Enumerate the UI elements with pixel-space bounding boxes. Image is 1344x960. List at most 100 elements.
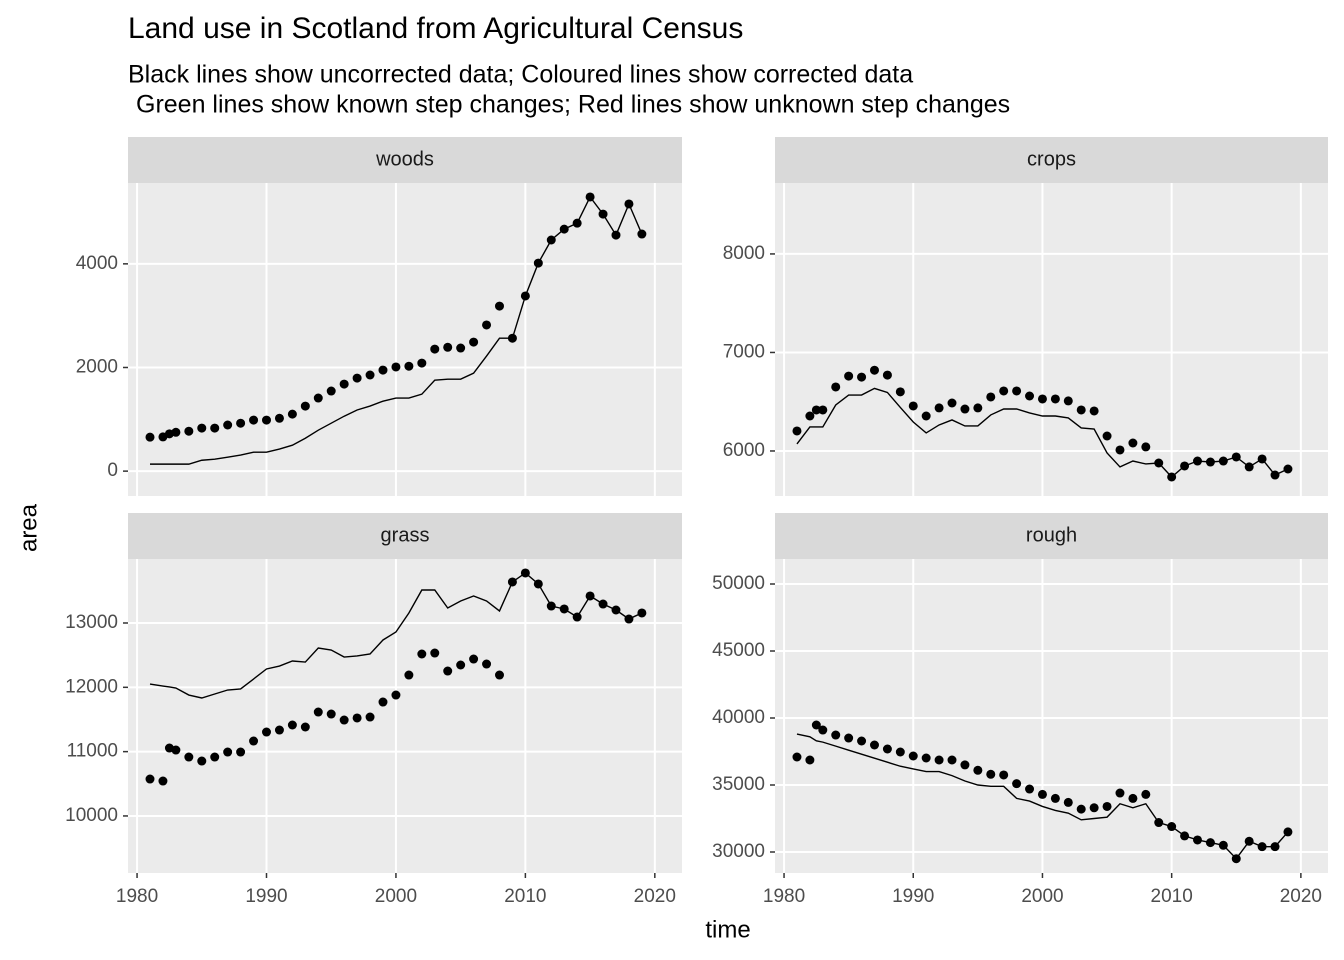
point	[494, 670, 504, 680]
y-tick-label: 4000	[76, 253, 118, 274]
point	[895, 387, 905, 397]
strip	[775, 513, 1328, 559]
point	[352, 373, 362, 383]
point	[223, 420, 233, 430]
point	[365, 370, 375, 380]
point	[895, 747, 905, 757]
point	[171, 745, 181, 755]
point	[482, 659, 492, 669]
point	[857, 736, 867, 746]
panel	[775, 183, 1328, 496]
y-tick-label: 35000	[712, 774, 765, 795]
x-tick-label: 2000	[375, 886, 417, 907]
x-tick-label: 2000	[1021, 886, 1063, 907]
point	[262, 415, 271, 425]
y-tick-label: 45000	[712, 640, 765, 661]
point	[1128, 438, 1138, 448]
point	[262, 727, 271, 737]
point	[236, 418, 246, 428]
point	[818, 405, 828, 415]
point	[404, 670, 414, 680]
point	[287, 409, 297, 419]
point	[197, 756, 207, 766]
point	[352, 713, 362, 723]
y-tick-label: 2000	[76, 356, 118, 377]
point	[145, 774, 155, 784]
point	[869, 365, 879, 375]
point	[973, 765, 983, 775]
panel	[128, 183, 682, 496]
point	[1037, 394, 1047, 404]
point	[857, 372, 867, 382]
point	[482, 320, 492, 330]
point	[171, 427, 181, 437]
point	[1012, 779, 1022, 789]
line	[796, 733, 1289, 860]
point	[378, 365, 388, 375]
point	[811, 405, 821, 415]
point	[1025, 391, 1035, 401]
y-tick-label: 10000	[65, 805, 118, 826]
point	[1076, 804, 1086, 814]
point	[326, 386, 336, 396]
point	[326, 709, 336, 719]
point	[469, 654, 479, 664]
point	[300, 722, 310, 732]
point	[986, 392, 996, 402]
point	[973, 403, 983, 413]
point	[274, 725, 284, 735]
point	[1089, 803, 1099, 813]
point	[1025, 784, 1035, 794]
point	[960, 760, 970, 770]
strip	[128, 137, 682, 183]
strip	[775, 137, 1328, 183]
point	[1037, 789, 1047, 799]
point	[921, 411, 931, 421]
point	[391, 362, 401, 372]
point	[378, 697, 388, 707]
chart-subtitle: Green lines show known step changes; Red…	[136, 91, 1010, 119]
point	[844, 371, 854, 381]
y-tick-label: 50000	[712, 573, 765, 594]
strip-label: grass	[381, 524, 430, 546]
point	[1115, 788, 1125, 798]
point	[456, 660, 466, 670]
point	[1115, 445, 1125, 455]
point	[999, 386, 1009, 396]
chart-title: Land use in Scotland from Agricultural C…	[128, 12, 743, 45]
point	[947, 398, 957, 408]
point	[236, 747, 246, 757]
point	[818, 725, 828, 735]
point	[210, 752, 220, 762]
point	[831, 730, 841, 740]
point	[430, 344, 440, 354]
point	[339, 715, 349, 725]
point	[882, 744, 892, 754]
line	[150, 195, 643, 465]
point	[1063, 396, 1073, 406]
point	[1089, 406, 1099, 416]
point	[986, 769, 996, 779]
strip-label: crops	[1027, 148, 1076, 170]
point	[882, 370, 892, 380]
point	[197, 423, 207, 433]
point	[365, 712, 375, 722]
point	[145, 432, 155, 442]
strip	[128, 513, 682, 559]
point	[391, 690, 401, 700]
point	[921, 753, 931, 763]
point	[339, 379, 349, 389]
y-tick-label: 6000	[723, 440, 765, 461]
point	[1141, 789, 1151, 799]
x-tick-label: 2020	[634, 886, 676, 907]
point	[792, 426, 802, 436]
point	[313, 393, 323, 403]
x-tick-label: 1990	[892, 886, 934, 907]
x-tick-label: 1980	[116, 886, 158, 907]
line	[796, 387, 1289, 478]
point	[430, 648, 440, 658]
point	[184, 426, 194, 436]
y-tick-label: 8000	[723, 243, 765, 264]
y-tick-label: 7000	[723, 341, 765, 362]
